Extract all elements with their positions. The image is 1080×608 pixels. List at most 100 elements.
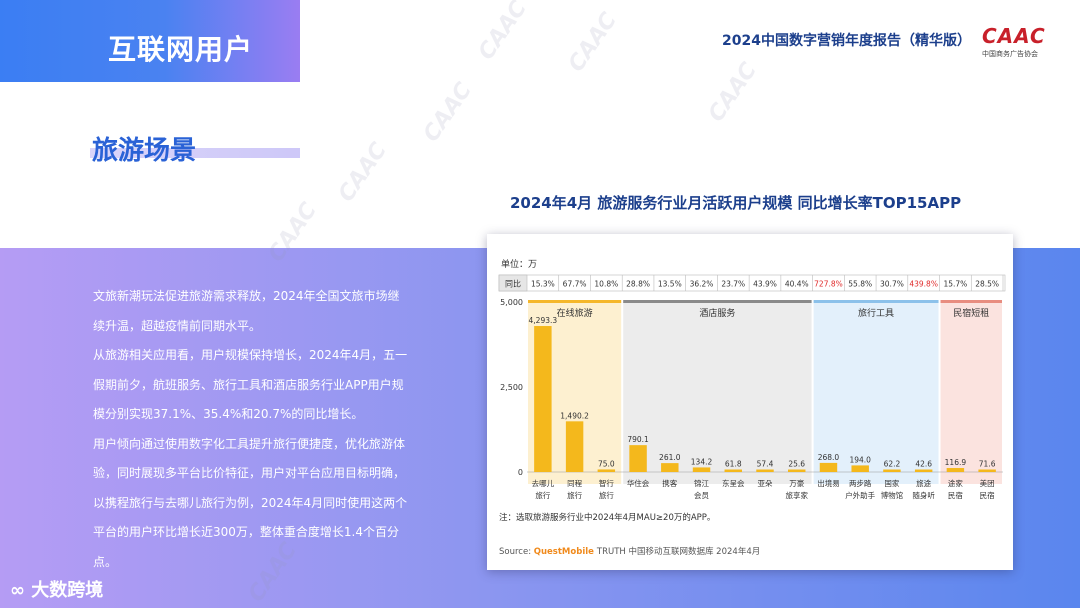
group-label: 在线旅游 <box>557 307 593 319</box>
caac-logo: CAAC 中国商务广告协会 <box>982 24 1052 60</box>
yoy-value: 727.8% <box>814 280 843 289</box>
bar-value-label: 42.6 <box>915 460 932 469</box>
yoy-value: 439.8% <box>909 280 938 289</box>
yoy-value: 67.7% <box>563 280 587 289</box>
body-paragraph: 文旅新潮玩法促进旅游需求释放，2024年全国文旅市场继续升温，超越疫情前同期水平… <box>93 289 400 333</box>
x-tick-label: 出境易 <box>817 478 840 488</box>
bar <box>946 468 965 472</box>
x-tick-label: 户外助手 <box>845 490 875 500</box>
bar-value-label: 71.6 <box>979 460 996 469</box>
bar <box>661 463 679 472</box>
group-top-line <box>813 300 939 303</box>
bar <box>534 326 552 472</box>
bar-value-label: 4,293.3 <box>529 316 558 325</box>
bar-value-label: 61.8 <box>725 460 742 469</box>
chart-headline: 2024年4月 旅游服务行业月活跃用户规模 同比增长率TOP15APP <box>510 194 962 212</box>
group-background <box>623 302 812 484</box>
yoy-value: 36.2% <box>690 280 714 289</box>
x-tick-label: 国家 <box>884 478 899 488</box>
watermark: CAAC <box>703 58 762 127</box>
logo-text: CAAC <box>982 24 1046 48</box>
yoy-value: 15.3% <box>531 280 555 289</box>
group-background <box>813 302 939 484</box>
x-tick-label: 民宿 <box>948 490 963 500</box>
yoy-value: 30.7% <box>880 280 904 289</box>
x-tick-label: 智行 <box>599 478 614 488</box>
bar-chart: 单位：万同比 15.3% 67.7% 10.8% 28.8% 13.5% 36.2% 23.7… <box>498 258 1006 557</box>
bar <box>819 462 838 472</box>
yoy-value: 10.8% <box>594 280 618 289</box>
bar <box>788 469 806 472</box>
body-paragraph: 用户倾向通过使用数字化工具提升旅行便捷度，优化旅游体验，同时展现多平台比价特征，… <box>93 436 408 569</box>
body-paragraph: 从旅游相关应用看，用户规模保持增长，2024年4月，五一假期前夕，航班服务、旅行… <box>93 348 408 421</box>
bar <box>883 469 901 472</box>
yoy-row-label: 同比 <box>505 279 521 289</box>
bar-value-label: 57.4 <box>757 460 774 469</box>
footer-brand-text: 大数跨境 <box>31 580 104 601</box>
x-tick-label: 旅行 <box>599 490 614 500</box>
unit-label: 单位：万 <box>501 258 537 270</box>
bar-value-label: 75.0 <box>598 459 615 468</box>
body-text: 文旅新潮玩法促进旅游需求释放，2024年全国文旅市场继续升温，超越疫情前同期水平… <box>93 282 411 577</box>
x-tick-label: 旅行 <box>567 490 582 500</box>
bar <box>629 445 647 472</box>
yoy-value: 28.5% <box>975 280 999 289</box>
x-tick-label: 锦江 <box>694 478 709 488</box>
x-tick-label: 美团 <box>980 478 995 488</box>
x-tick-label: 同程 <box>567 479 582 488</box>
x-tick-label: 旅享家 <box>785 490 808 500</box>
x-tick-label: 亚朵 <box>758 479 773 488</box>
bar-value-label: 1,490.2 <box>560 411 589 420</box>
bar <box>914 469 933 472</box>
bar-value-label: 790.1 <box>627 435 649 444</box>
source-prefix: Source: <box>499 547 534 557</box>
x-tick-label: 会员 <box>694 490 709 500</box>
footer-brand: ∞ 大数跨境 <box>10 576 103 602</box>
yoy-value: 28.8% <box>626 280 650 289</box>
report-title: 2024中国数字营销年度报告（精华版） <box>722 33 971 49</box>
chart-note: 注：选取旅游服务行业中2024年4月MAU≥20万的APP。 <box>499 512 715 523</box>
yoy-value: 55.8% <box>848 280 872 289</box>
x-tick-label: 东呈会 <box>722 478 745 488</box>
group-label: 酒店服务 <box>699 307 735 319</box>
header-bar: 互联网用户 <box>0 0 300 82</box>
watermark: CAAC <box>418 78 477 147</box>
bar <box>978 469 996 472</box>
x-tick-label: 随身听 <box>912 490 935 500</box>
yoy-value: 43.9% <box>753 280 777 289</box>
x-tick-label: 万豪 <box>789 478 804 488</box>
y-tick-label: 0 <box>518 468 523 477</box>
group-label: 旅行工具 <box>858 307 894 319</box>
x-tick-label: 博物馆 <box>881 490 904 500</box>
bar <box>756 469 774 472</box>
watermark: CAAC <box>473 0 532 65</box>
group-top-line <box>940 300 1002 303</box>
bar-value-label: 62.2 <box>884 460 901 469</box>
bar-value-label: 261.0 <box>659 453 681 462</box>
x-tick-label: 去哪儿 <box>532 478 555 488</box>
x-tick-label: 旅途 <box>916 478 932 488</box>
bar-value-label: 268.0 <box>818 453 840 462</box>
x-tick-label: 携客 <box>662 478 677 488</box>
logo-subtitle: 中国商务广告协会 <box>982 50 1038 58</box>
source-brand: QuestMobile <box>534 547 597 557</box>
bar <box>565 421 584 472</box>
watermark: CAAC <box>563 8 622 77</box>
group-top-line <box>528 300 622 303</box>
source-rest: TRUTH 中国移动互联网数据库 2024年4月 <box>596 546 760 557</box>
bar-value-label: 134.2 <box>691 457 713 466</box>
page-title: 互联网用户 <box>108 33 254 66</box>
yoy-value: 40.4% <box>785 280 809 289</box>
x-tick-label: 民宿 <box>980 490 995 500</box>
bar <box>851 465 869 472</box>
section-title-underline <box>90 148 300 158</box>
y-tick-label: 5,000 <box>500 298 523 307</box>
chart-source: Source: QuestMobile TRUTH 中国移动互联网数据库 202… <box>499 546 760 557</box>
chart-card: 单位：万 同比 15.3% 67.7% 10.8% 28.8% 13.5% 36.2% 23.7… <box>487 234 1013 570</box>
section-title: 旅游场景 <box>92 136 197 166</box>
yoy-value: 13.5% <box>658 280 682 289</box>
group-background <box>940 302 1002 484</box>
x-tick-label: 华住会 <box>627 478 650 488</box>
group-top-line <box>623 300 812 303</box>
x-tick-label: 旅行 <box>535 490 550 500</box>
